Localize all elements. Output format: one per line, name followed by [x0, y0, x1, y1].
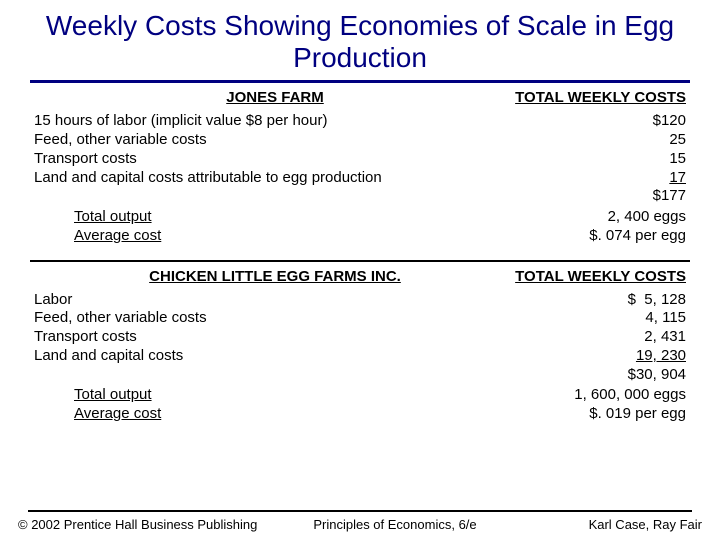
section1-body: 15 hours of labor (implicit value $8 per…	[28, 108, 692, 206]
table-row: Feed, other variable costs 25	[34, 131, 686, 150]
summary-row: Total output 2, 400 eggs	[74, 208, 686, 227]
table-row: $177	[34, 187, 686, 206]
section1-summary: Total output 2, 400 eggs Average cost $.…	[28, 206, 692, 246]
slide-title: Weekly Costs Showing Economies of Scale …	[28, 10, 692, 74]
summary-row: Average cost $. 019 per egg	[74, 405, 686, 424]
row-label: Transport costs	[34, 328, 516, 347]
row-value: 19, 230	[516, 347, 686, 366]
table-row: Feed, other variable costs 4, 115	[34, 309, 686, 328]
summary-value: 2, 400 eggs	[516, 208, 686, 227]
row-value: 17	[516, 169, 686, 188]
summary-label: Total output	[74, 208, 516, 227]
summary-row: Total output 1, 600, 000 eggs	[74, 386, 686, 405]
row-label: Land and capital costs attributable to e…	[34, 169, 516, 188]
row-label: Feed, other variable costs	[34, 131, 516, 150]
bottom-rule	[28, 510, 692, 512]
row-value: 15	[516, 150, 686, 169]
title-underline	[30, 80, 690, 83]
summary-label: Average cost	[74, 405, 516, 424]
summary-value: $. 074 per egg	[516, 227, 686, 246]
section-divider	[30, 260, 690, 262]
table-row: Transport costs 2, 431	[34, 328, 686, 347]
row-label: Land and capital costs	[34, 347, 516, 366]
footer-right: Karl Case, Ray Fair	[522, 517, 702, 532]
row-label: Transport costs	[34, 150, 516, 169]
table-row: Land and capital costs 19, 230	[34, 347, 686, 366]
row-label: Labor	[34, 291, 516, 310]
section2-header-right: TOTAL WEEKLY COSTS	[476, 268, 686, 285]
section1-header-right: TOTAL WEEKLY COSTS	[476, 89, 686, 106]
row-value: $30, 904	[516, 366, 686, 385]
table-row: 15 hours of labor (implicit value $8 per…	[34, 112, 686, 131]
table-row: Labor $ 5, 128	[34, 291, 686, 310]
row-value: 4, 115	[516, 309, 686, 328]
summary-value: 1, 600, 000 eggs	[516, 386, 686, 405]
footer-left: © 2002 Prentice Hall Business Publishing	[18, 517, 268, 532]
row-value: $120	[516, 112, 686, 131]
table-row: Land and capital costs attributable to e…	[34, 169, 686, 188]
summary-value: $. 019 per egg	[516, 405, 686, 424]
summary-label: Average cost	[74, 227, 516, 246]
row-label	[34, 187, 516, 206]
section2-summary: Total output 1, 600, 000 eggs Average co…	[28, 384, 692, 424]
row-value: 25	[516, 131, 686, 150]
row-value: $177	[516, 187, 686, 206]
section1-header-left: JONES FARM	[34, 89, 476, 106]
row-label	[34, 366, 516, 385]
table-row: Transport costs 15	[34, 150, 686, 169]
row-label: 15 hours of labor (implicit value $8 per…	[34, 112, 516, 131]
row-label: Feed, other variable costs	[34, 309, 516, 328]
table-row: $30, 904	[34, 366, 686, 385]
summary-row: Average cost $. 074 per egg	[74, 227, 686, 246]
footer: © 2002 Prentice Hall Business Publishing…	[0, 517, 720, 532]
section2-body: Labor $ 5, 128 Feed, other variable cost…	[28, 287, 692, 385]
section2-header-left: CHICKEN LITTLE EGG FARMS INC.	[34, 268, 476, 285]
footer-center: Principles of Economics, 6/e	[268, 517, 522, 532]
section1-header: JONES FARM TOTAL WEEKLY COSTS	[28, 85, 692, 108]
row-value: $ 5, 128	[516, 291, 686, 310]
section2-header: CHICKEN LITTLE EGG FARMS INC. TOTAL WEEK…	[28, 264, 692, 287]
summary-label: Total output	[74, 386, 516, 405]
slide: Weekly Costs Showing Economies of Scale …	[0, 0, 720, 540]
row-value: 2, 431	[516, 328, 686, 347]
